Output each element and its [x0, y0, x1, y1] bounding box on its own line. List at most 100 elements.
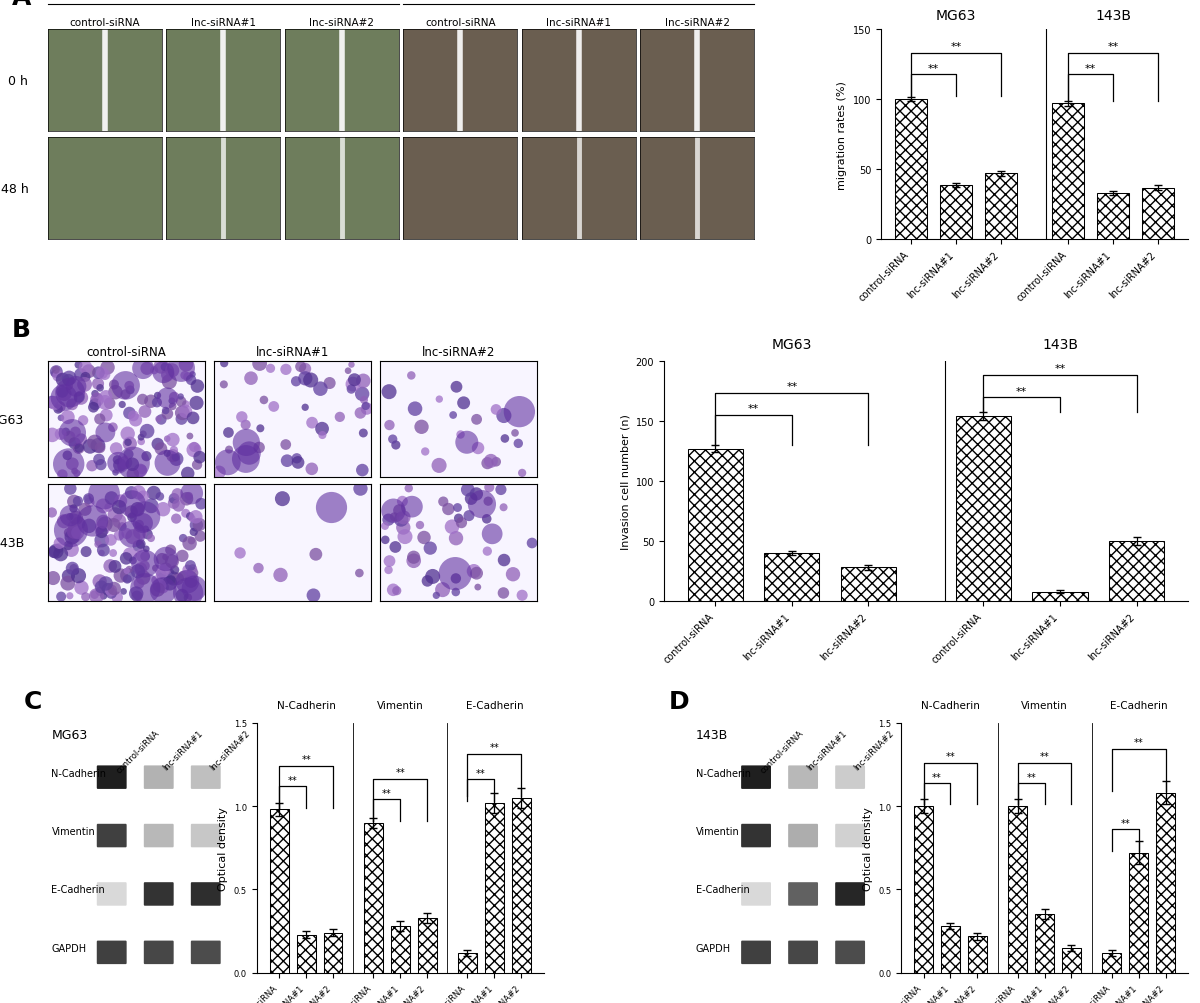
Bar: [1062, 948, 1081, 973]
Point: [188, 378, 208, 394]
Point: [120, 562, 139, 578]
Point: [458, 482, 478, 498]
Point: [480, 479, 499, 495]
Point: [154, 365, 173, 381]
Point: [379, 513, 398, 529]
Point: [161, 576, 180, 592]
Text: D: D: [668, 689, 689, 713]
Point: [61, 523, 80, 539]
Point: [320, 376, 340, 392]
Point: [302, 461, 322, 477]
Point: [236, 451, 256, 467]
Point: [151, 412, 170, 428]
Point: [186, 510, 205, 526]
Title: control-siRNA: control-siRNA: [86, 346, 167, 359]
Title: lnc-siRNA#2: lnc-siRNA#2: [422, 346, 496, 359]
Text: **: **: [1055, 364, 1066, 374]
Point: [512, 465, 532, 481]
Point: [271, 568, 290, 584]
Point: [176, 491, 196, 508]
Point: [108, 590, 127, 606]
Point: [512, 588, 532, 604]
Point: [104, 581, 124, 597]
Point: [394, 520, 413, 536]
Point: [137, 361, 156, 377]
Point: [59, 569, 78, 585]
Point: [295, 361, 314, 377]
Point: [76, 360, 95, 376]
Point: [149, 411, 168, 427]
Point: [102, 586, 121, 602]
Point: [134, 559, 154, 575]
FancyBboxPatch shape: [97, 824, 127, 848]
Point: [162, 572, 181, 588]
Text: **: **: [476, 768, 486, 778]
Point: [122, 510, 142, 526]
Point: [169, 497, 188, 514]
Point: [354, 373, 373, 389]
Point: [322, 499, 341, 516]
Text: MG63: MG63: [936, 9, 976, 23]
Point: [439, 502, 458, 518]
Point: [185, 581, 204, 597]
Point: [433, 494, 452, 511]
Point: [118, 426, 137, 442]
Point: [122, 456, 142, 472]
Text: **: **: [1134, 737, 1144, 747]
Point: [50, 399, 70, 415]
Point: [491, 482, 510, 498]
Point: [72, 431, 91, 447]
Point: [96, 576, 115, 592]
Point: [76, 502, 95, 518]
Point: [43, 571, 62, 587]
Point: [392, 493, 412, 510]
Point: [144, 485, 163, 502]
Point: [486, 454, 505, 470]
Point: [130, 539, 149, 555]
Point: [101, 533, 120, 549]
Point: [473, 496, 492, 513]
Text: N-Cadherin: N-Cadherin: [277, 700, 336, 710]
Bar: [941, 926, 960, 973]
Point: [236, 417, 256, 433]
Text: **: **: [1121, 818, 1130, 828]
Point: [48, 401, 67, 417]
Point: [162, 393, 181, 409]
Point: [157, 431, 176, 447]
Point: [156, 403, 175, 419]
Point: [184, 561, 203, 577]
Point: [70, 440, 89, 456]
Point: [92, 365, 112, 381]
Point: [142, 394, 161, 410]
Point: [119, 435, 138, 451]
Point: [59, 373, 78, 389]
Point: [124, 553, 143, 569]
FancyBboxPatch shape: [742, 765, 770, 789]
Bar: [985, 175, 1016, 240]
Y-axis label: migration rates (%): migration rates (%): [838, 80, 847, 190]
Point: [167, 512, 186, 528]
Point: [133, 361, 152, 377]
Point: [494, 408, 514, 424]
Point: [163, 571, 182, 587]
Point: [446, 379, 466, 395]
Point: [64, 500, 83, 517]
Point: [104, 518, 124, 534]
Point: [126, 412, 145, 428]
Point: [254, 392, 274, 408]
Point: [58, 447, 77, 463]
Point: [162, 363, 181, 379]
Text: E-Cadherin: E-Cadherin: [1110, 700, 1168, 710]
Point: [158, 455, 178, 471]
Point: [394, 510, 413, 526]
Point: [120, 547, 139, 563]
Point: [132, 429, 151, 445]
Point: [42, 505, 61, 521]
Point: [276, 362, 295, 378]
Point: [124, 466, 143, 482]
Point: [161, 543, 180, 559]
Text: **: **: [950, 42, 961, 52]
Point: [178, 466, 197, 482]
Text: **: **: [932, 771, 942, 781]
Point: [241, 371, 260, 387]
